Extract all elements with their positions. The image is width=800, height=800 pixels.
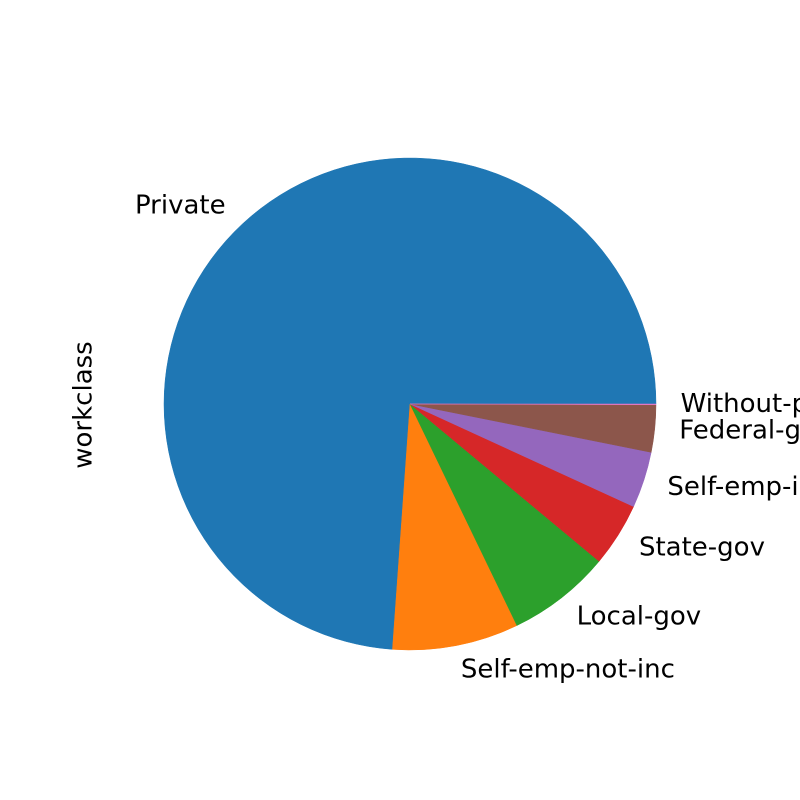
slice-label-local-gov: Local-gov — [577, 602, 702, 632]
pie-slice-local-gov — [409, 403, 600, 626]
slice-label-without-pay: Without-pay — [681, 389, 800, 419]
pie-slices — [163, 157, 657, 651]
slice-labels: Private Self-emp-not-inc Local-gov State-go… — [135, 190, 800, 684]
slice-label-self-emp-not-inc: Self-emp-not-inc — [461, 654, 675, 684]
y-axis-label: workclass — [69, 341, 99, 468]
pie-slice-self-emp-not-inc — [392, 403, 518, 651]
pie-slice-without-pay — [409, 403, 657, 406]
slice-label-state-gov: State-gov — [639, 533, 765, 563]
slice-label-private: Private — [135, 190, 226, 220]
slice-label-federal-gov: Federal-gov — [679, 416, 800, 446]
slice-label-self-emp-inc: Self-emp-inc — [667, 472, 800, 502]
